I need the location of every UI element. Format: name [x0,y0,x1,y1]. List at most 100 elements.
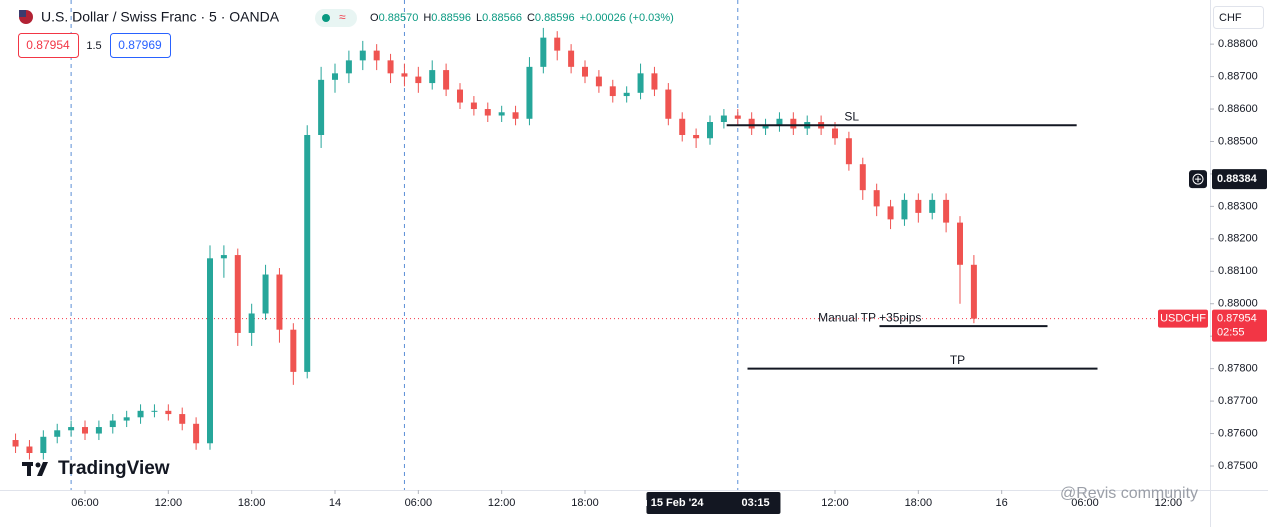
legend-key: O [370,12,379,24]
legend-change: +0.00026 (+0.03%) [580,12,674,24]
candle-body [595,76,602,87]
spread: 1.5 [86,40,101,52]
bid-price: 0.87954 [26,38,70,52]
candle-body [568,50,575,67]
candle-body [318,79,325,135]
candle-body [401,73,408,77]
candle-body [748,118,755,129]
candle-body [637,73,644,93]
candle-body [443,70,450,90]
x-tick-label: 06:00 [405,497,433,509]
last-price-label: 0.87954 [1217,313,1257,325]
crosshair-date: Thu 15 Feb '24 [628,497,705,509]
add-icon [1192,173,1204,185]
candle-body [901,199,908,220]
candle-body [582,66,588,77]
candle-body [651,73,658,90]
x-tick-label: 18:00 [905,497,933,509]
x-tick-label: 12:00 [488,497,516,509]
x-tick-label: 06:00 [1071,497,1099,509]
candle-body [734,115,741,119]
candle-body [193,423,200,444]
x-tick-label: 06:00 [71,497,99,509]
candle-body [165,410,172,415]
buy-button[interactable] [110,33,171,58]
crosshair-time-tag [646,492,781,514]
candle-body [387,60,394,74]
candle-body [707,122,713,139]
brand-logo [22,462,48,476]
candle-body [373,50,380,61]
x-tick-label: 12:00 [155,497,183,509]
x-tick-label: 16 [996,497,1008,509]
candle-body [957,222,963,265]
candle-body [762,125,769,129]
candle-body [248,313,255,333]
symbol-tag-label: USDCHF [1160,313,1206,325]
legend-value: 0.88596 [535,12,575,24]
candle-body [207,258,213,444]
y-tick-label: 0.88200 [1218,233,1258,245]
candle-body [915,199,922,213]
candle-body [887,206,894,220]
candle-body [693,134,700,139]
chart-title: U.S. Dollar / Swiss Franc · 5 · OANDA [41,9,280,25]
candle-body [873,190,880,207]
last-price-tag [1212,309,1267,342]
status-pill[interactable] [315,9,357,27]
candle-body [40,436,47,454]
candle-body [12,440,19,447]
candle-body [429,70,436,84]
candle-body [540,37,547,67]
countdown: 02:55 [1217,327,1245,339]
y-tick-label: 0.88000 [1218,298,1258,310]
market-open-dot [322,14,330,22]
ask-price: 0.87969 [118,38,162,52]
candle-body [26,446,33,454]
candle-body [484,109,491,116]
crosshair-price-tag [1212,169,1267,190]
candle-body [845,138,852,165]
candle-body [623,92,630,97]
legend-value: 0.88566 [482,12,522,24]
candle-body [262,274,269,314]
candle-body [859,164,866,191]
y-tick-label: 0.87800 [1218,363,1258,375]
crosshair-time: 03:15 [741,497,769,509]
logo-part [27,462,31,476]
x-tick-label: 18:00 [238,497,266,509]
sell-button[interactable] [18,33,79,58]
legend-value: 0.88570 [379,12,419,24]
candle-body [332,73,338,80]
candle-body [54,430,61,437]
candle-body [498,112,505,116]
candle-body [359,50,366,61]
symbol-tag [1158,309,1208,328]
candle-body [123,417,130,421]
y-tick-label: 0.88800 [1218,38,1258,50]
candle-body [790,118,797,129]
candle-body [415,76,422,84]
y-tick-label: 0.87500 [1218,460,1258,472]
watermark: @Revis community [1060,485,1198,502]
plot: SL Manual TP +35pips TP [10,0,1210,490]
candle-body [512,112,519,119]
candle-body [82,427,88,434]
candle-body [109,420,116,428]
candle-body [220,255,227,259]
legend-key: L [476,12,482,24]
candle-body [137,410,144,418]
candle-body [68,427,75,431]
delay-icon: ≈ [339,10,346,24]
candle-body [234,255,241,333]
x-tick-label: 12:00 [821,497,849,509]
candle-body [526,66,533,119]
candle-body [470,102,477,110]
candle-body [776,118,783,126]
ohlc-legend: O 0.88570 H 0.88596 L 0.88566 C 0.88596 +0.00026… [370,12,674,24]
currency-button[interactable] [1213,6,1264,29]
level-label: SL [844,109,859,123]
candle-body [970,264,977,319]
flag-icon-canton [19,10,26,17]
